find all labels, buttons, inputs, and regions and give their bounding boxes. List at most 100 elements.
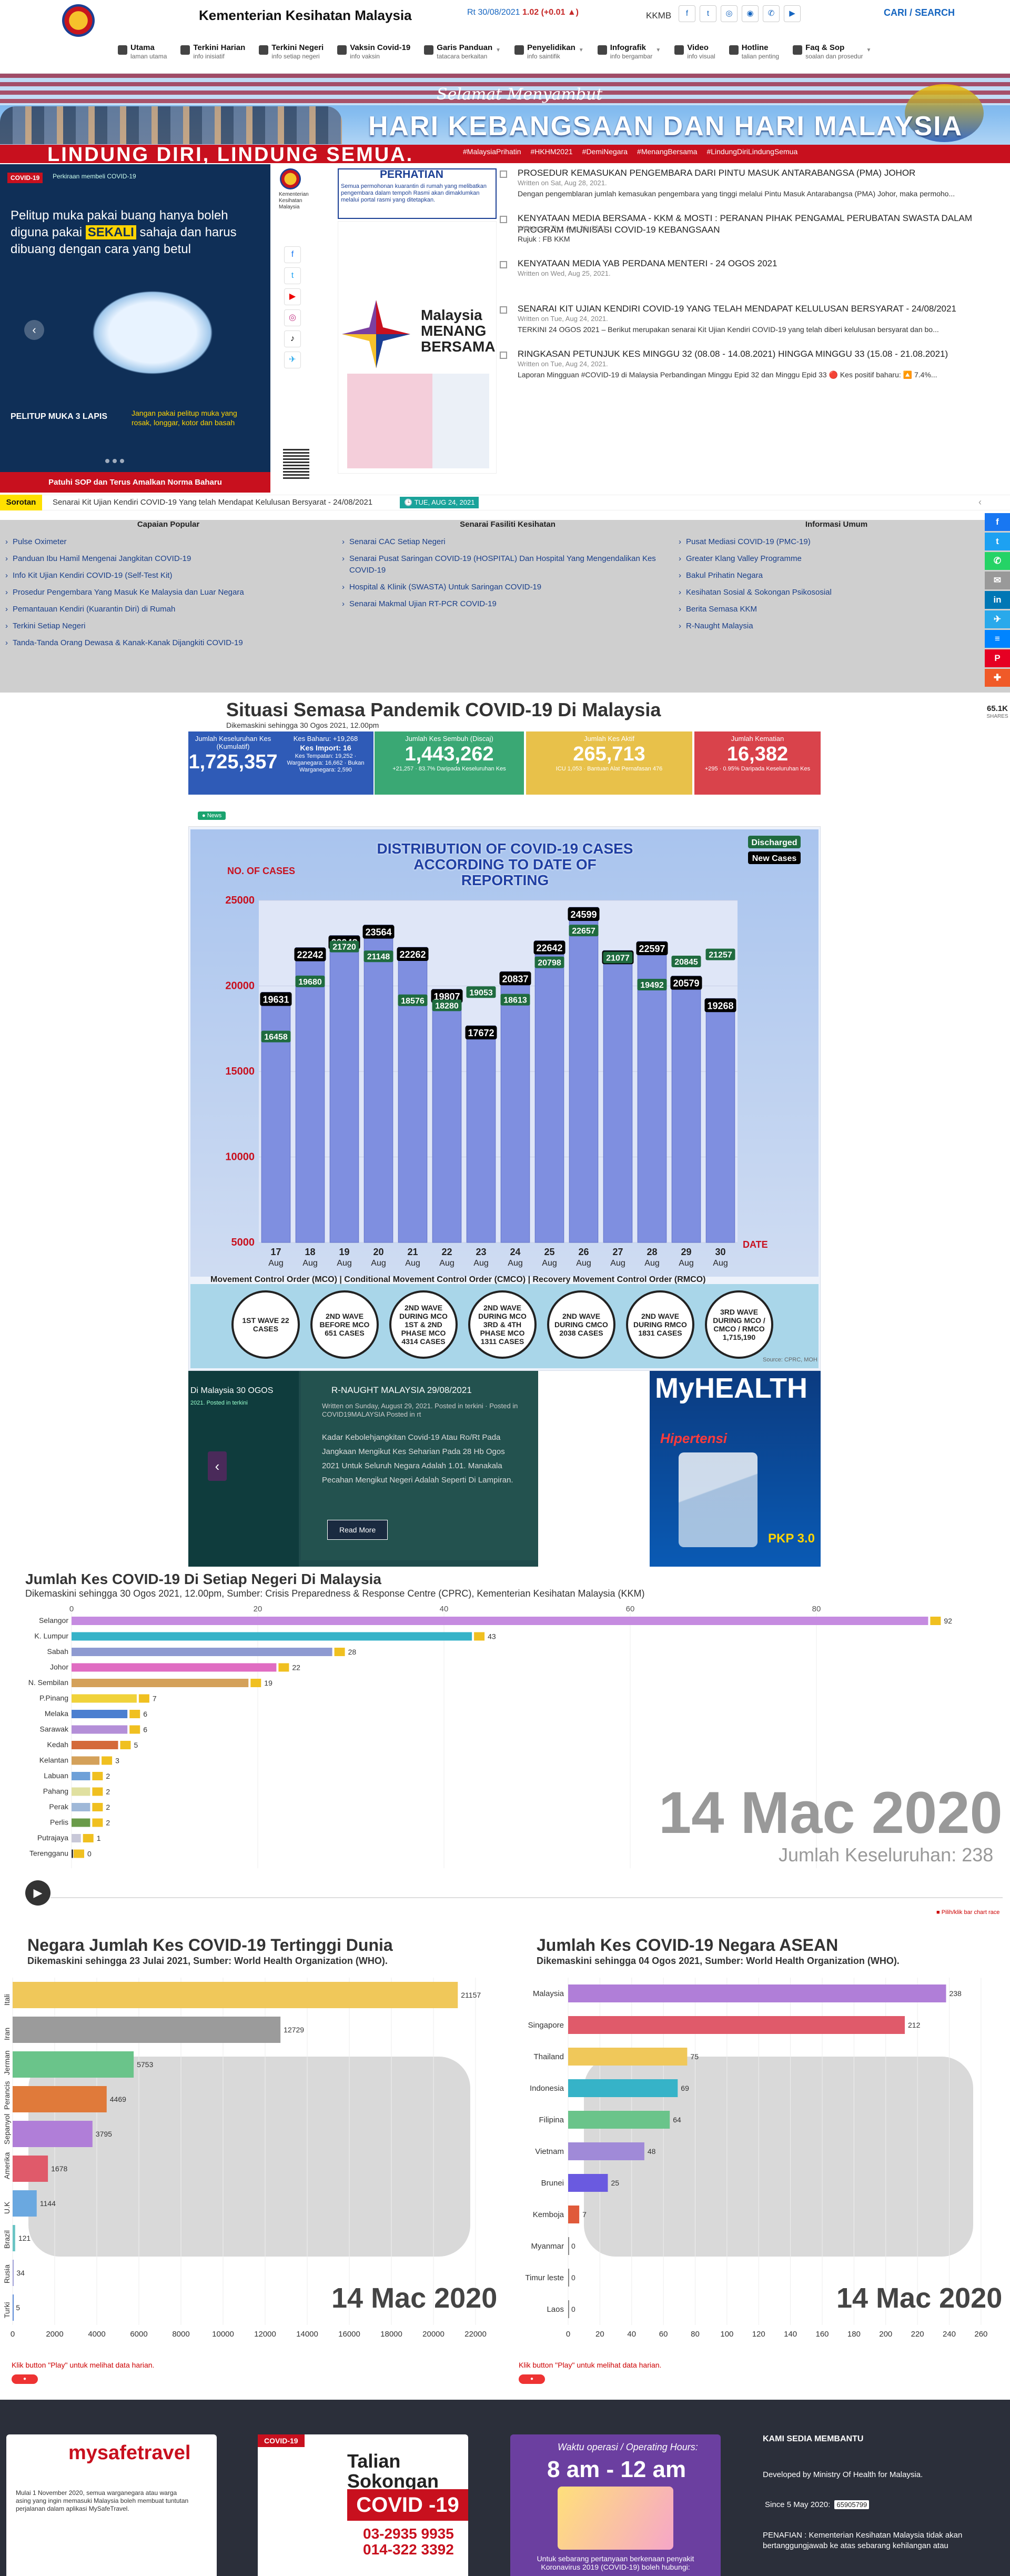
instagram-icon[interactable]: ◎ <box>284 309 301 326</box>
timeline-axis[interactable] <box>50 1897 1003 1898</box>
news-item[interactable]: KENYATAAN MEDIA YAB PERDANA MENTERI - 24… <box>500 258 989 295</box>
news-title[interactable]: PROSEDUR KEMASUKAN PENGEMBARA DARI PINTU… <box>518 168 916 178</box>
nav-item-vaksin-covid-19[interactable]: Vaksin Covid-19 info vaksin <box>335 43 412 69</box>
nav-item-video[interactable]: Video info visual <box>672 43 717 69</box>
slider-prev-card[interactable] <box>188 1371 299 1567</box>
country-bar[interactable] <box>568 2269 569 2287</box>
quick-link[interactable]: Senarai CAC Setiap Negeri <box>342 536 673 548</box>
whatsapp-share-icon[interactable]: ✆ <box>985 552 1010 570</box>
nav-item-terkini-negeri[interactable]: Terkini Negeri info setiap negeri <box>257 43 326 69</box>
facebook-icon[interactable]: f <box>284 246 301 263</box>
quick-link[interactable]: Pemantauan Kendiri (Kuarantin Diri) di R… <box>5 604 331 615</box>
nav-item-penyelidikan[interactable]: Penyelidikan info saintifik ▼ <box>512 43 586 69</box>
country-bar[interactable] <box>13 2051 134 2078</box>
quick-link[interactable]: Hospital & Klinik (SWASTA) Untuk Saringa… <box>342 582 673 593</box>
state-bar[interactable] <box>72 1617 928 1625</box>
country-bar[interactable] <box>13 2086 107 2112</box>
facebook-icon[interactable]: f <box>679 5 695 22</box>
quick-link[interactable]: Berita Semasa KKM <box>679 604 994 615</box>
country-bar[interactable] <box>568 2142 644 2160</box>
slider-dot[interactable] <box>120 459 124 463</box>
instagram-icon[interactable]: ◎ <box>721 5 738 22</box>
country-bar[interactable] <box>568 2111 670 2129</box>
quick-link[interactable]: Pulse Oximeter <box>5 536 331 548</box>
state-bar[interactable] <box>72 1849 73 1858</box>
tiktok-icon[interactable]: ♪ <box>284 330 301 347</box>
news-title[interactable]: SENARAI KIT UJIAN KENDIRI COVID-19 YANG … <box>518 304 956 314</box>
state-bar[interactable] <box>72 1725 128 1734</box>
quick-link[interactable]: Pusat Mediasi COVID-19 (PMC-19) <box>679 536 994 548</box>
country-bar[interactable] <box>568 2174 608 2192</box>
state-bar[interactable] <box>72 1741 118 1749</box>
state-bar[interactable] <box>72 1663 277 1672</box>
twitter-icon[interactable]: t <box>284 267 301 284</box>
state-bar[interactable] <box>72 1632 472 1641</box>
rt-indicator[interactable]: Rt 30/08/2021 1.02 (+0.01 ▲) <box>467 8 579 17</box>
quick-link[interactable]: Prosedur Pengembara Yang Masuk Ke Malays… <box>5 587 331 598</box>
country-bar[interactable] <box>568 2300 569 2318</box>
country-bar[interactable] <box>13 2121 93 2147</box>
slider-dots[interactable] <box>105 459 124 463</box>
nav-item-infografik[interactable]: Infografik info bergambar ▼ <box>595 43 663 69</box>
news-thumbnail[interactable] <box>500 216 507 223</box>
search-button[interactable]: CARI / SEARCH <box>884 7 955 18</box>
nav-item-hotline[interactable]: Hotline talian penting <box>727 43 781 69</box>
state-bar[interactable] <box>72 1756 100 1765</box>
news-item[interactable]: PROSEDUR KEMASUKAN PENGEMBARA DARI PINTU… <box>500 167 989 205</box>
news-thumbnail[interactable] <box>500 171 507 178</box>
telegram-icon[interactable]: ✈ <box>284 352 301 368</box>
ticker-prev-icon[interactable]: ‹ <box>978 497 982 507</box>
country-bar[interactable] <box>13 2156 48 2182</box>
news-title[interactable]: RINGKASAN PETUNJUK KES MINGGU 32 (08.08 … <box>518 349 948 359</box>
more-share-icon[interactable]: ✚ <box>985 669 1010 687</box>
youtube-icon[interactable]: ▶ <box>284 288 301 305</box>
state-bar[interactable] <box>72 1772 90 1780</box>
quick-link[interactable]: R-Naught Malaysia <box>679 620 994 632</box>
messenger-share-icon[interactable]: ≡ <box>985 630 1010 648</box>
ticker-link[interactable]: Senarai Kit Ujian Kendiri COVID-19 Yang … <box>53 498 373 507</box>
nav-item-faq-sop[interactable]: Faq & Sop soalan dan prosedur ▼ <box>791 43 873 69</box>
country-bar[interactable] <box>13 2294 14 2321</box>
news-item[interactable]: RINGKASAN PETUNJUK KES MINGGU 32 (08.08 … <box>500 348 989 386</box>
mask-slider[interactable]: COVID-19 Perkiraan membeli COVID-19 Peli… <box>0 164 270 493</box>
news-thumbnail[interactable] <box>500 352 507 359</box>
nav-item-terkini-harian[interactable]: Terkini Harian info inisiatif <box>178 43 247 69</box>
national-day-banner[interactable]: Selamat Menyambut HARI KEBANGSAAN DAN HA… <box>0 74 1010 163</box>
linkedin-share-icon[interactable]: in <box>985 591 1010 609</box>
news-title[interactable]: KENYATAAN MEDIA YAB PERDANA MENTERI - 24… <box>518 258 777 268</box>
country-bar[interactable] <box>568 2206 580 2223</box>
nav-item-garis-panduan[interactable]: Garis Panduan tatacara berkaitan ▼ <box>422 43 503 69</box>
state-bar[interactable] <box>72 1710 128 1718</box>
pinterest-share-icon[interactable]: P <box>985 649 1010 667</box>
country-bar[interactable] <box>568 2048 688 2066</box>
country-bar[interactable] <box>13 2190 37 2217</box>
country-bar[interactable] <box>568 2016 905 2034</box>
country-bar[interactable] <box>13 2225 15 2251</box>
youtube-icon[interactable]: ▶ <box>784 5 801 22</box>
quick-link[interactable]: Senarai Pusat Saringan COVID-19 (HOSPITA… <box>342 553 673 576</box>
quick-link[interactable]: Kesihatan Sosial & Sokongan Psikososial <box>679 587 994 598</box>
twitter-share-icon[interactable]: t <box>985 533 1010 550</box>
kkm-logo[interactable] <box>62 4 95 37</box>
share-pill[interactable]: ● <box>519 2374 545 2384</box>
news-title[interactable]: KENYATAAN MEDIA BERSAMA - KKM & MOSTI : … <box>518 213 973 235</box>
read-more-button[interactable]: Read More <box>327 1520 388 1540</box>
country-bar[interactable] <box>13 1982 458 2008</box>
quick-link[interactable]: Greater Klang Valley Programme <box>679 553 994 565</box>
slider-dot[interactable] <box>113 459 117 463</box>
quick-link[interactable]: Panduan Ibu Hamil Mengenai Jangkitan COV… <box>5 553 331 565</box>
share-pill[interactable]: ● <box>12 2374 38 2384</box>
telegram-icon[interactable]: ◉ <box>742 5 759 22</box>
quick-link[interactable]: Info Kit Ujian Kendiri COVID-19 (Self-Te… <box>5 570 331 582</box>
state-bar[interactable] <box>72 1679 249 1687</box>
slider-prev-button[interactable]: ‹ <box>208 1451 227 1481</box>
country-bar[interactable] <box>13 2017 281 2043</box>
twitter-icon[interactable]: t <box>700 5 716 22</box>
news-thumbnail[interactable] <box>500 306 507 314</box>
rnaught-card-title[interactable]: R-NAUGHT MALAYSIA 29/08/2021 <box>331 1385 472 1395</box>
email-share-icon[interactable]: ✉ <box>985 572 1010 589</box>
facebook-share-icon[interactable]: f <box>985 513 1010 531</box>
whatsapp-icon[interactable]: ✆ <box>763 5 780 22</box>
news-badge[interactable]: ● News <box>198 811 226 820</box>
telegram-share-icon[interactable]: ✈ <box>985 610 1010 628</box>
